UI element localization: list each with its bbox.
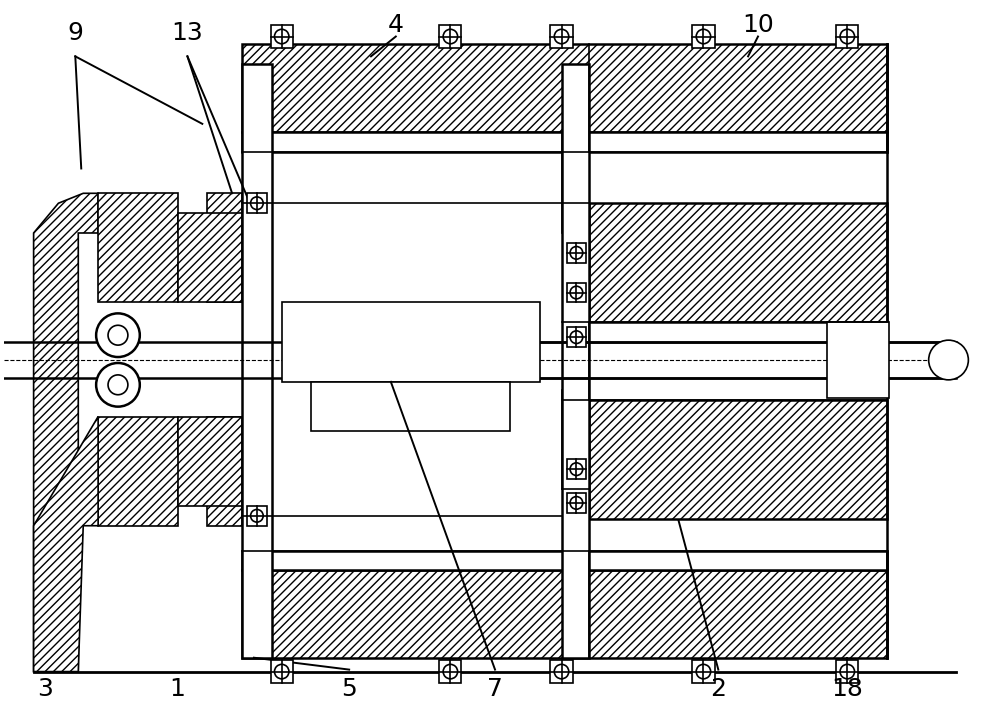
Polygon shape [34, 417, 98, 671]
Text: 2: 2 [710, 677, 726, 702]
Text: 9: 9 [67, 20, 83, 45]
Circle shape [274, 30, 289, 44]
Bar [692, 661, 715, 683]
Polygon shape [98, 193, 242, 303]
Circle shape [840, 30, 855, 44]
Circle shape [96, 363, 140, 406]
Bar [550, 661, 573, 683]
Polygon shape [98, 417, 242, 526]
Circle shape [840, 664, 855, 679]
Bar [589, 400, 887, 519]
Bar [242, 570, 887, 658]
Bar [311, 382, 510, 432]
Bar [589, 203, 887, 322]
Circle shape [570, 246, 583, 259]
Bar [439, 661, 461, 683]
Bar [836, 25, 858, 48]
Circle shape [696, 664, 711, 679]
Circle shape [696, 30, 711, 44]
Circle shape [96, 313, 140, 357]
Bar [242, 551, 887, 570]
Bar [836, 661, 858, 683]
Bar [242, 64, 272, 658]
Circle shape [274, 664, 289, 679]
Bar [562, 134, 589, 233]
Bar [567, 493, 586, 513]
Circle shape [108, 375, 128, 395]
Bar [247, 193, 267, 213]
Bar [562, 390, 589, 489]
Bar [242, 132, 887, 152]
Circle shape [251, 510, 263, 522]
Circle shape [570, 497, 583, 509]
Circle shape [443, 664, 458, 679]
Bar [271, 661, 293, 683]
Text: 1: 1 [170, 677, 185, 702]
Bar [567, 328, 586, 347]
Text: 4: 4 [388, 12, 404, 37]
Bar [271, 25, 293, 48]
Circle shape [554, 30, 569, 44]
Circle shape [443, 30, 458, 44]
Circle shape [554, 664, 569, 679]
Polygon shape [34, 193, 98, 671]
Circle shape [929, 340, 968, 380]
Text: 7: 7 [487, 677, 503, 702]
Text: 5: 5 [341, 677, 357, 702]
Bar [567, 243, 586, 263]
Bar [242, 45, 887, 132]
Circle shape [251, 197, 263, 209]
Circle shape [570, 286, 583, 299]
Bar [247, 506, 267, 526]
Text: 3: 3 [38, 677, 53, 702]
Bar [567, 459, 586, 479]
Circle shape [570, 331, 583, 344]
Text: 13: 13 [172, 20, 203, 45]
Bar [562, 64, 589, 658]
Bar [692, 25, 715, 48]
Bar [439, 25, 461, 48]
Bar [827, 322, 889, 398]
Bar [567, 283, 586, 303]
Text: 10: 10 [742, 12, 774, 37]
Bar [178, 213, 242, 303]
Bar [282, 303, 540, 382]
Circle shape [108, 326, 128, 345]
Circle shape [570, 463, 583, 476]
Bar [550, 25, 573, 48]
Text: 18: 18 [831, 677, 863, 702]
Bar [178, 417, 242, 506]
